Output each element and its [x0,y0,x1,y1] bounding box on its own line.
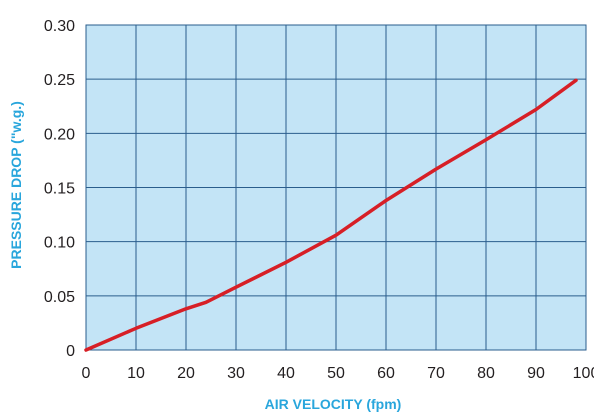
y-axis-title: PRESSURE DROP ("w.g.) [8,101,24,269]
y-tick-label: 0.20 [44,126,75,143]
x-tick-label: 30 [227,365,245,382]
x-tick-label: 60 [377,365,395,382]
grid-lines [85,24,587,351]
x-tick-label: 90 [527,365,545,382]
x-tick-label: 70 [427,365,445,382]
x-tick-label: 40 [277,365,295,382]
y-tick-label: 0.15 [44,181,75,198]
x-tick-label: 10 [127,365,145,382]
y-tick-label: 0.25 [44,72,75,89]
series-line [84,78,578,352]
y-tick-label: 0 [66,343,75,360]
x-tick-label: 100 [573,365,594,382]
x-tick-labels: 0 10 20 30 40 50 60 70 80 90 100 [82,365,594,382]
x-tick-label: 80 [477,365,495,382]
x-tick-label: 50 [327,365,345,382]
data-series [84,78,578,352]
y-tick-labels: 0 0.05 0.10 0.15 0.20 0.25 0.30 [44,18,75,360]
x-tick-label: 0 [82,365,91,382]
y-tick-label: 0.30 [44,18,75,35]
y-tick-label: 0.05 [44,289,75,306]
y-tick-label: 0.10 [44,235,75,252]
x-axis-title: AIR VELOCITY (fpm) [265,396,402,412]
x-tick-label: 20 [177,365,195,382]
